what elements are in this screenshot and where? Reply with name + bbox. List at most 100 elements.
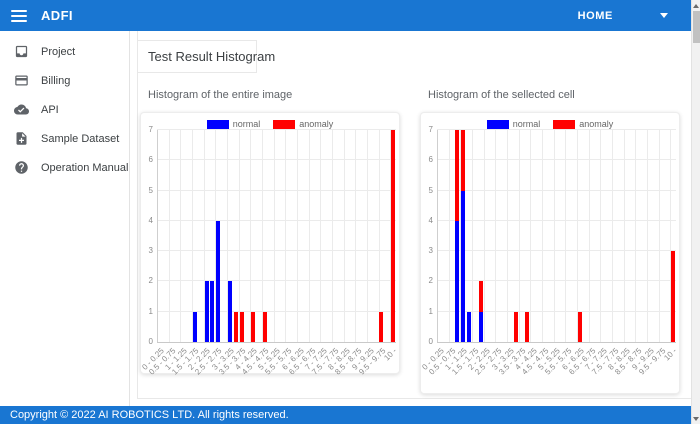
app-title: ADFI: [41, 8, 73, 23]
gridline: [635, 130, 637, 342]
sidebar-item-api[interactable]: API: [0, 95, 129, 124]
vertical-scrollbar[interactable]: [691, 0, 700, 424]
sidebar: Project Billing API Sample Dataset Opera…: [0, 31, 130, 406]
gridline: [437, 189, 676, 191]
gridline: [226, 130, 228, 342]
credit-card-icon: [15, 75, 28, 86]
y-tick-label: 7: [148, 125, 153, 134]
bar-anomaly: [455, 130, 460, 221]
gridline: [495, 130, 497, 342]
sidebar-item-project[interactable]: Project: [0, 37, 129, 66]
gridline: [296, 130, 298, 342]
legend-swatch-anomaly: [273, 119, 296, 129]
y-tick-label: 4: [148, 215, 153, 225]
y-tick-label: 6: [148, 155, 153, 165]
bar-anomaly: [577, 311, 582, 342]
y-tick-label: 1: [428, 306, 433, 316]
sidebar-item-operation-manual[interactable]: Operation Manual: [0, 153, 129, 182]
gridline: [157, 129, 396, 130]
inbox-icon: [15, 45, 28, 58]
gridline: [320, 130, 322, 342]
sidebar-item-label: Operation Manual: [41, 161, 129, 174]
gridline: [238, 130, 240, 342]
legend-item-normal[interactable]: normal: [486, 118, 541, 129]
bar-anomaly: [239, 311, 244, 342]
gridline: [471, 130, 473, 342]
gridline: [530, 130, 532, 342]
gridline: [168, 130, 170, 342]
gridline: [553, 130, 555, 342]
legend-item-anomaly[interactable]: anomaly: [553, 119, 613, 129]
bar-anomaly: [379, 311, 384, 342]
gridline: [460, 130, 462, 342]
bar-normal: [210, 281, 215, 342]
gridline: [611, 130, 613, 342]
bar-normal: [192, 311, 197, 342]
x-tick-label: 10 -: [382, 346, 399, 363]
gridline: [437, 130, 438, 342]
gridline: [273, 130, 275, 342]
y-tick-label: 0: [148, 337, 153, 346]
nav-home-link[interactable]: HOME: [577, 9, 613, 22]
gridline: [355, 130, 357, 342]
y-tick-label: 1: [148, 306, 153, 316]
gridline: [343, 130, 345, 342]
y-tick-label: 3: [148, 246, 153, 256]
bar-normal: [216, 220, 221, 342]
chart-title-entire-image: Histogram of the entire image: [148, 89, 293, 101]
gridline: [600, 130, 602, 342]
scrollbar-up-arrow[interactable]: [692, 0, 700, 11]
bar-anomaly: [461, 130, 466, 191]
sidebar-item-label: Project: [41, 45, 76, 58]
gridline: [157, 159, 396, 161]
gridline: [157, 219, 396, 221]
gridline: [157, 280, 396, 282]
gridline: [157, 342, 396, 343]
bar-normal: [467, 311, 472, 342]
chart-legend: normal anomaly: [421, 119, 679, 129]
y-tick-label: 5: [428, 185, 433, 195]
sidebar-item-billing[interactable]: Billing: [0, 66, 129, 95]
gridline: [191, 130, 193, 342]
y-tick-label: 0: [428, 337, 433, 346]
y-tick-label: 4: [428, 215, 433, 225]
gridline: [215, 130, 217, 342]
legend-item-normal[interactable]: normal: [206, 118, 261, 129]
sidebar-item-label: Billing: [41, 74, 71, 87]
menu-icon[interactable]: [11, 9, 27, 22]
gridline: [437, 342, 676, 343]
gridline: [261, 130, 263, 342]
page-title: Test Result Histogram: [148, 49, 276, 64]
gridline: [157, 250, 396, 252]
gridline: [623, 130, 625, 342]
page-title-box: Test Result Histogram: [138, 40, 275, 73]
gridline: [437, 250, 676, 252]
gridline: [285, 130, 287, 342]
gridline: [518, 130, 520, 342]
y-tick-label: 6: [428, 155, 433, 165]
gridline: [390, 130, 392, 342]
bar-anomaly: [478, 281, 483, 312]
legend-label: normal: [232, 118, 261, 129]
legend-label: normal: [512, 118, 541, 129]
legend-swatch-normal: [206, 119, 229, 129]
cloud-done-icon: [14, 104, 29, 115]
bar-normal: [455, 220, 460, 342]
legend-item-anomaly[interactable]: anomaly: [273, 119, 333, 129]
sidebar-item-label: Sample Dataset: [41, 132, 120, 145]
gridline: [437, 280, 676, 282]
bar-anomaly: [671, 251, 676, 342]
y-tick-label: 7: [428, 125, 433, 134]
gridline: [437, 129, 676, 130]
gridline: [588, 130, 590, 342]
legend-label: anomaly: [579, 118, 614, 129]
sidebar-item-sample-dataset[interactable]: Sample Dataset: [0, 124, 129, 153]
scrollbar-down-arrow[interactable]: [692, 413, 700, 424]
bar-anomaly: [251, 311, 256, 342]
bar-anomaly: [262, 311, 267, 342]
gridline: [331, 130, 333, 342]
app-header: ADFI HOME: [0, 0, 691, 31]
bar-anomaly: [233, 311, 238, 342]
chevron-down-icon[interactable]: [660, 13, 668, 18]
scrollbar-thumb[interactable]: [693, 11, 700, 43]
